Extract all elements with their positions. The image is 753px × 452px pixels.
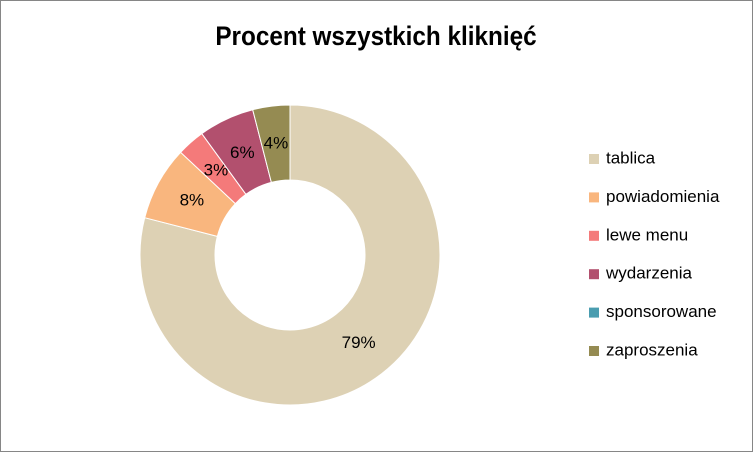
legend-swatch [589,192,599,203]
legend-swatch [589,346,599,356]
data-label: 4% [264,133,289,152]
legend-label: lewe menu [606,225,688,244]
data-label: 6% [230,143,255,162]
legend-label: zaproszenia [606,340,698,359]
donut-slice [252,104,291,183]
chart-title: Procent wszystkich kliknięć [215,22,536,51]
legend-label: sponsorowane [606,302,717,321]
legend-label: powiadomienia [606,187,720,206]
legend-swatch [589,269,599,280]
data-label: 8% [180,191,205,210]
donut-slice [139,104,441,406]
legend-label: wydarzenia [605,264,693,283]
data-label: 79% [342,333,376,352]
data-label: 3% [204,160,229,179]
legend-swatch [589,307,599,318]
legend-swatch [589,230,599,241]
legend-swatch [589,154,599,164]
legend-label: tablica [606,148,656,167]
